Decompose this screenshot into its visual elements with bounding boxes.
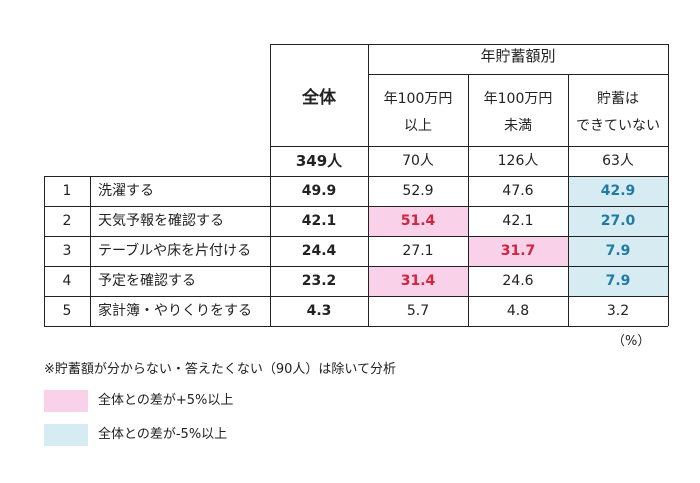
legend-blue-label: 全体との差が-5%以上 (98, 427, 228, 442)
legend-pink-label: 全体との差が+5%以上 (98, 393, 234, 408)
grid-line (668, 44, 669, 326)
row-value-col-3: 3.2 (606, 303, 630, 319)
legend-pink-swatch (44, 390, 88, 412)
row-value-col-3: 27.0 (568, 206, 668, 236)
row-value-col-1: 51.4 (368, 206, 468, 236)
row-rank: 1 (62, 183, 72, 199)
row-all-value: 23.2 (301, 273, 337, 289)
all-column-header: 全体 (302, 87, 336, 108)
grid-line (44, 296, 668, 297)
grid-line (44, 176, 668, 177)
grid-line (270, 44, 668, 45)
row-value-col-2: 24.6 (502, 273, 534, 289)
col-header-no-savings: 貯蓄は できていない (576, 91, 660, 134)
grid-line (90, 176, 91, 326)
group-header-divider (368, 74, 668, 75)
grid-line (44, 326, 668, 327)
row-all-value: 49.9 (301, 183, 337, 199)
row-rank: 4 (62, 273, 72, 289)
count-col-3: 63人 (602, 153, 634, 169)
row-value-col-1: 5.7 (406, 303, 430, 319)
count-col-2: 126人 (497, 153, 539, 169)
row-item-label: テーブルや床を片付ける (98, 243, 252, 259)
grid-line (44, 206, 668, 207)
row-value-col-1: 31.4 (368, 266, 468, 296)
row-value-col-1: 52.9 (402, 183, 434, 199)
analysis-note: ※貯蓄額が分からない・答えたくない（90人）は除いて分析 (44, 362, 397, 377)
row-item-label: 天気予報を確認する (98, 213, 224, 229)
grid-line (270, 146, 668, 147)
grid-line (44, 176, 45, 326)
row-value-col-3: 7.9 (568, 266, 668, 296)
count-col-1: 70人 (402, 153, 434, 169)
row-item-label: 家計簿・やりくりをする (98, 303, 252, 319)
grid-line (468, 74, 469, 326)
row-value-col-2: 31.7 (468, 236, 568, 266)
row-all-value: 24.4 (301, 243, 337, 259)
row-rank: 5 (62, 303, 72, 319)
row-value-col-3: 42.9 (568, 176, 668, 206)
grid-line (270, 44, 271, 326)
group-header: 年貯蓄額別 (480, 47, 556, 65)
grid-line (568, 74, 569, 326)
col-header-1m-plus: 年100万円 以上 (383, 91, 453, 134)
row-all-value: 4.3 (306, 303, 332, 319)
row-value-col-2: 42.1 (502, 213, 534, 229)
row-value-col-3: 7.9 (568, 236, 668, 266)
row-item-label: 洗濯する (98, 183, 154, 199)
legend-blue-swatch (44, 424, 88, 446)
grid-line (44, 236, 668, 237)
row-item-label: 予定を確認する (98, 273, 196, 289)
row-value-col-2: 47.6 (502, 183, 534, 199)
row-value-col-1: 27.1 (402, 243, 434, 259)
col-header-1m-minus: 年100万円 未満 (483, 91, 553, 134)
count-all: 349人 (295, 152, 343, 170)
row-value-col-2: 4.8 (506, 303, 530, 319)
unit-label: （%） (612, 334, 651, 349)
row-rank: 3 (62, 243, 72, 259)
grid-line (368, 44, 369, 326)
row-rank: 2 (62, 213, 72, 229)
row-all-value: 42.1 (301, 213, 337, 229)
grid-line (44, 266, 668, 267)
